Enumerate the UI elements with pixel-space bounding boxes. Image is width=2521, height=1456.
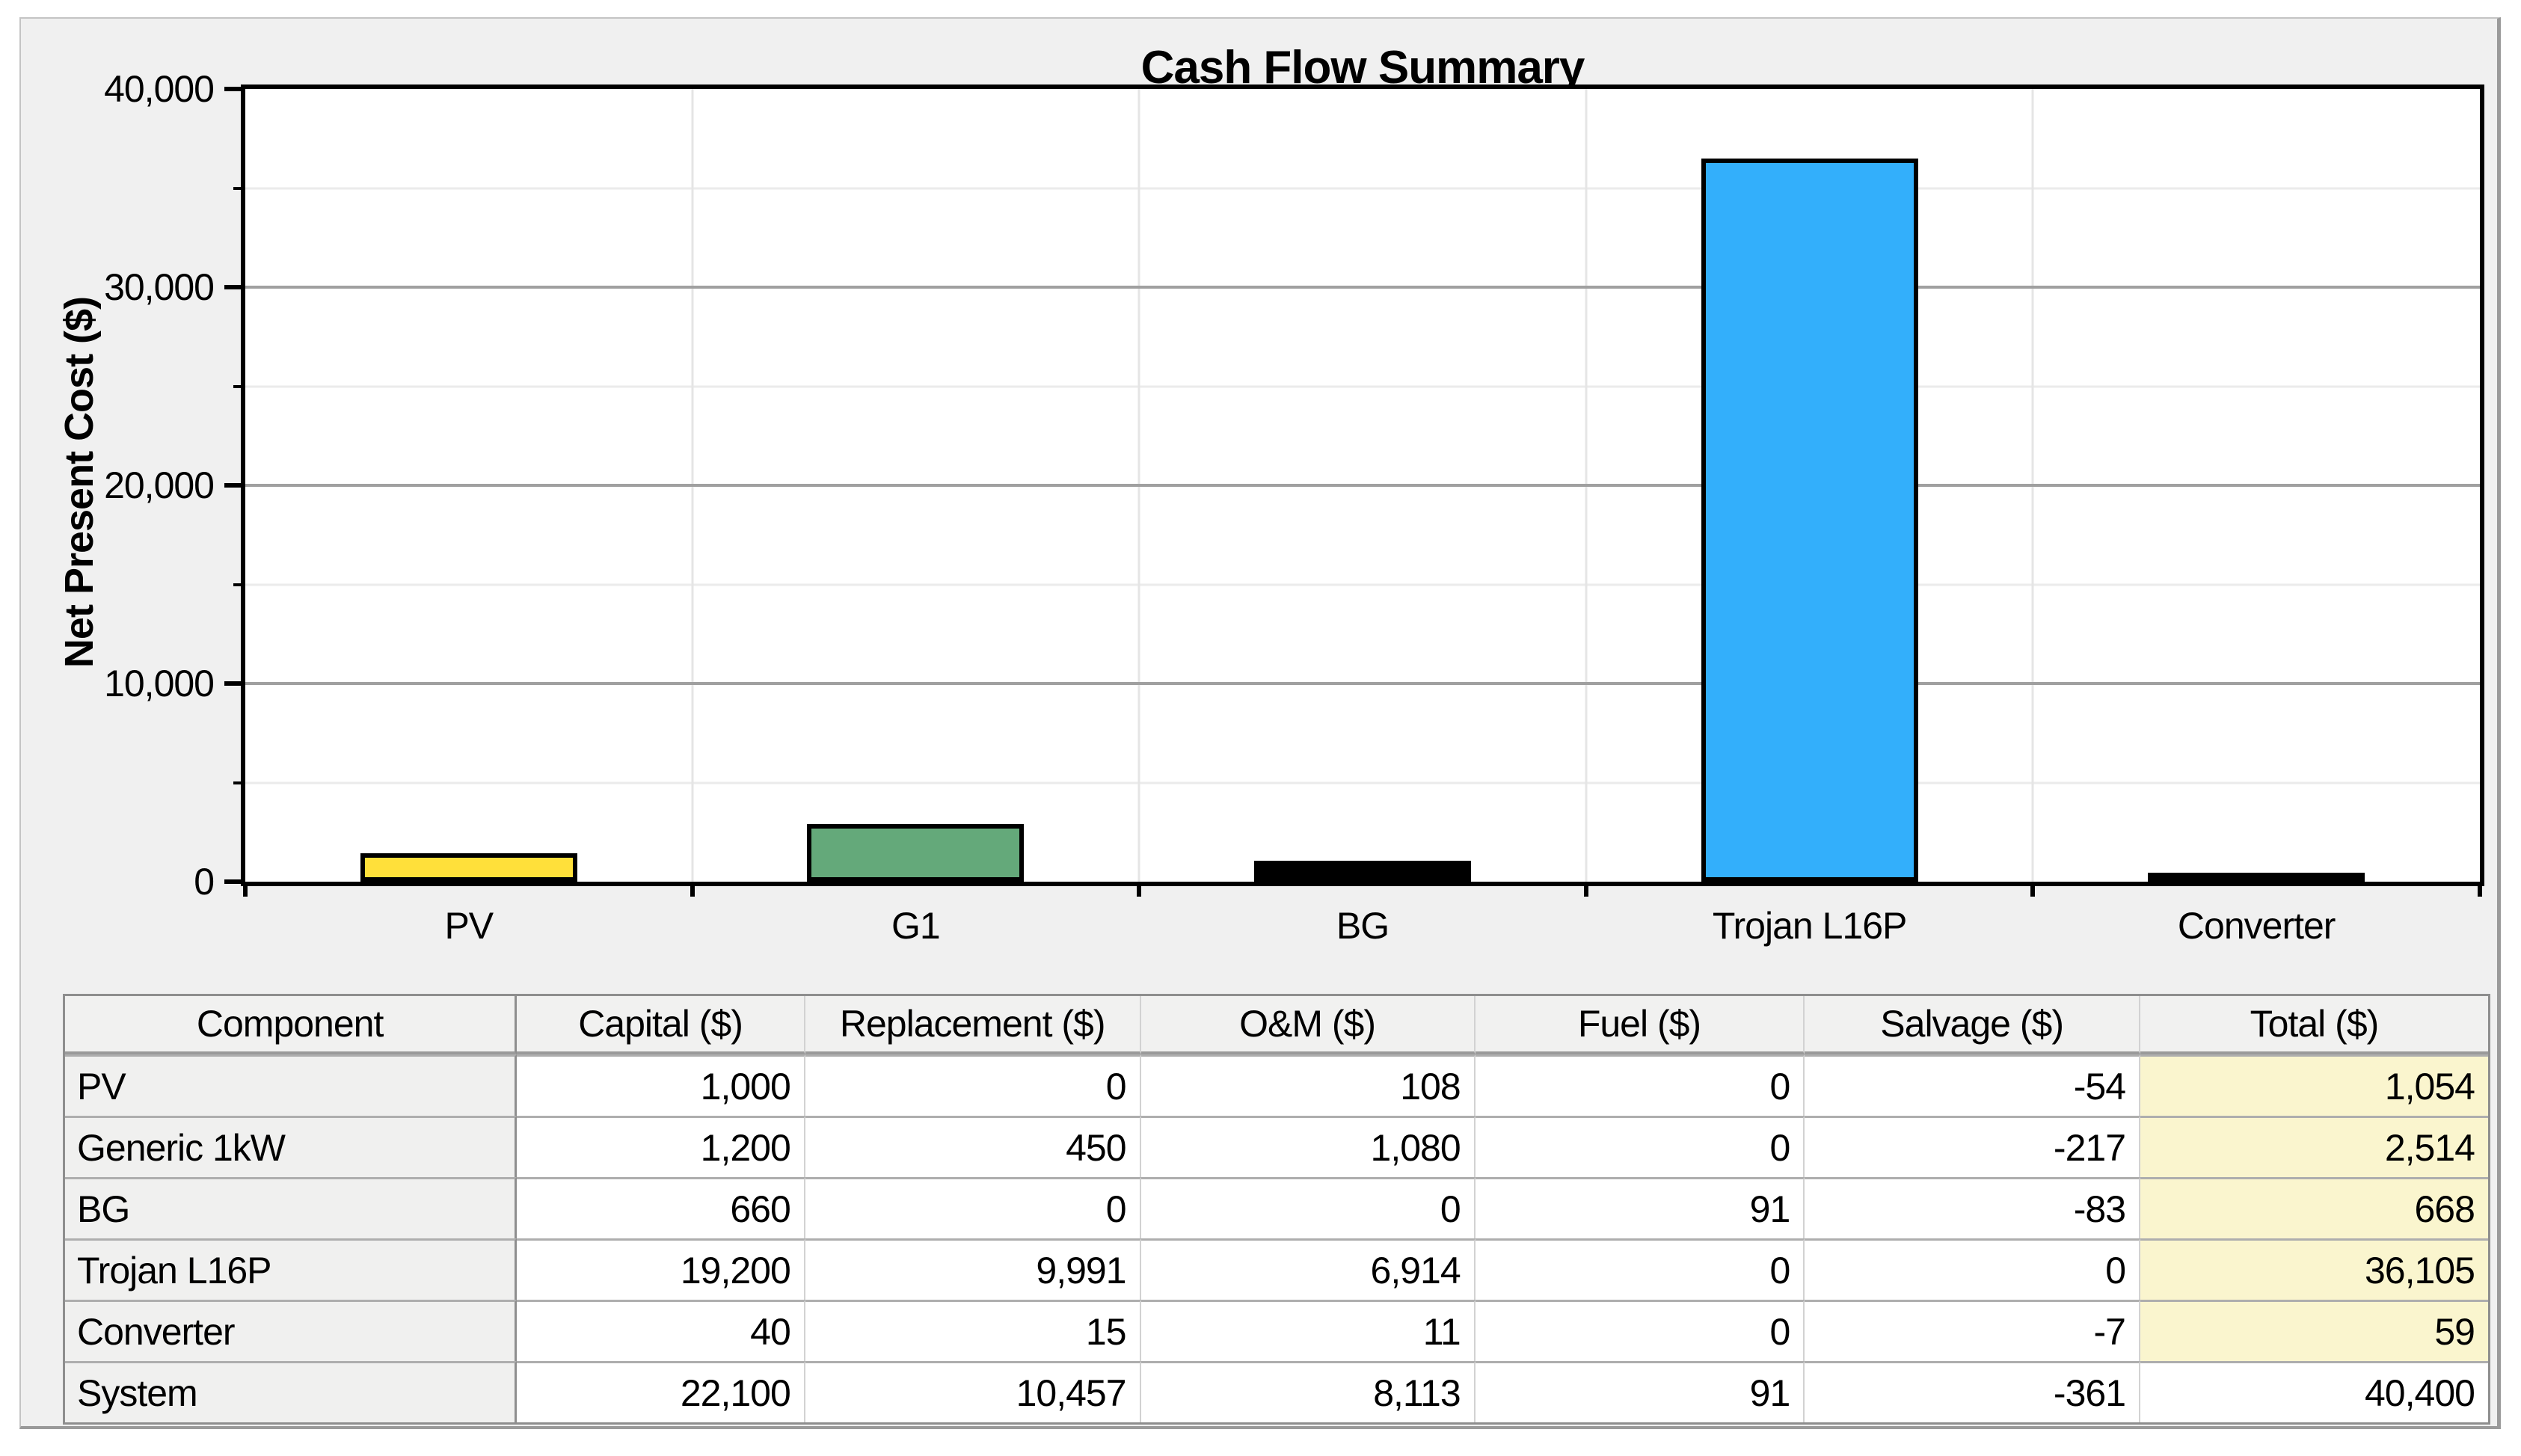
value-cell: 1,054 — [2140, 1054, 2488, 1116]
category-label: G1 — [891, 905, 941, 947]
minor-gridline — [245, 385, 2480, 387]
y-minor-tick — [233, 781, 245, 784]
value-cell: 36,105 — [2140, 1238, 2488, 1300]
major-gridline — [245, 484, 2480, 487]
y-tick-label: 30,000 — [104, 266, 215, 308]
value-cell: 0 — [1475, 1116, 1805, 1177]
value-cell: 40,400 — [2140, 1361, 2488, 1422]
value-cell: 0 — [1140, 1177, 1476, 1238]
component-cell: System — [65, 1361, 518, 1422]
y-tick-label: 40,000 — [104, 68, 215, 110]
x-tick — [243, 882, 248, 897]
value-cell: 11 — [1140, 1300, 1476, 1361]
value-cell: -217 — [1805, 1116, 2140, 1177]
cash-flow-panel: Cash Flow Summary Net Present Cost ($) 4… — [19, 17, 2501, 1429]
bar-bg — [1254, 861, 1471, 882]
value-cell: 6,914 — [1140, 1238, 1476, 1300]
component-cell: BG — [65, 1177, 518, 1238]
value-cell: 0 — [1475, 1054, 1805, 1116]
value-cell: 0 — [1475, 1300, 1805, 1361]
value-cell: 668 — [2140, 1177, 2488, 1238]
y-minor-tick — [233, 186, 245, 190]
value-cell: 1,000 — [517, 1054, 805, 1116]
category-label: Trojan L16P — [1712, 905, 1908, 947]
component-cell: Converter — [65, 1300, 518, 1361]
category-label: BG — [1336, 905, 1390, 947]
major-gridline — [245, 682, 2480, 685]
value-cell: 40 — [517, 1300, 805, 1361]
table-header-capital-: Capital ($) — [517, 996, 805, 1054]
value-cell: 1,080 — [1140, 1116, 1476, 1177]
y-tick — [224, 879, 245, 884]
x-tick — [1137, 882, 1142, 897]
value-cell: -7 — [1805, 1300, 2140, 1361]
x-tick — [690, 882, 695, 897]
value-cell: 59 — [2140, 1300, 2488, 1361]
y-tick — [224, 285, 245, 289]
value-cell: -54 — [1805, 1054, 2140, 1116]
value-cell: 22,100 — [517, 1361, 805, 1422]
component-cell: Trojan L16P — [65, 1238, 518, 1300]
value-cell: 10,457 — [805, 1361, 1141, 1422]
y-tick-label: 10,000 — [104, 663, 215, 704]
y-minor-tick — [233, 583, 245, 586]
minor-gridline — [245, 583, 2480, 586]
category-label: PV — [444, 905, 494, 947]
value-cell: 91 — [1475, 1177, 1805, 1238]
component-cell: Generic 1kW — [65, 1116, 518, 1177]
minor-gridline — [245, 781, 2480, 784]
table-header-replacement-: Replacement ($) — [805, 996, 1141, 1054]
y-minor-tick — [233, 384, 245, 388]
value-cell: 0 — [805, 1054, 1141, 1116]
value-cell: 0 — [805, 1177, 1141, 1238]
y-axis-title: Net Present Cost ($) — [57, 296, 102, 669]
table-header-component: Component — [65, 996, 518, 1054]
bar-converter — [2148, 873, 2365, 882]
x-tick — [2478, 882, 2482, 897]
category-label: Converter — [2177, 905, 2336, 947]
table-header-fuel-: Fuel ($) — [1475, 996, 1805, 1054]
y-tick — [224, 681, 245, 686]
major-gridline — [245, 286, 2480, 289]
table-header-salvage-: Salvage ($) — [1805, 996, 2140, 1054]
x-tick — [2030, 882, 2036, 897]
value-cell: 9,991 — [805, 1238, 1141, 1300]
y-tick-label: 20,000 — [104, 464, 215, 506]
table-header-o-m-: O&M ($) — [1140, 996, 1476, 1054]
value-cell: 91 — [1475, 1361, 1805, 1422]
value-cell: -83 — [1805, 1177, 2140, 1238]
minor-gridline — [245, 187, 2480, 189]
bar-pv — [360, 853, 577, 882]
value-cell: 2,514 — [2140, 1116, 2488, 1177]
value-cell: 15 — [805, 1300, 1141, 1361]
bar-trojan-l16p — [1701, 159, 1918, 882]
bar-chart-plot-area: 40,000 30,000 20,000 10,000 0 PV G1 BG Trojan L1… — [104, 68, 2484, 947]
value-cell: 0 — [1805, 1238, 2140, 1300]
value-cell: -361 — [1805, 1361, 2140, 1422]
y-tick — [224, 87, 245, 91]
component-cell: PV — [65, 1054, 518, 1116]
table-header-total-: Total ($) — [2140, 996, 2488, 1054]
value-cell: 19,200 — [517, 1238, 805, 1300]
cost-summary-table: Component Capital ($) Replacement ($) O&M (… — [63, 994, 2490, 1425]
value-cell: 8,113 — [1140, 1361, 1476, 1422]
value-cell: 0 — [1475, 1238, 1805, 1300]
x-tick — [1583, 882, 1588, 897]
value-cell: 660 — [517, 1177, 805, 1238]
y-tick — [224, 483, 245, 488]
value-cell: 108 — [1140, 1054, 1476, 1116]
value-cell: 1,200 — [517, 1116, 805, 1177]
value-cell: 450 — [805, 1116, 1141, 1177]
y-tick-label: 0 — [194, 861, 215, 903]
bar-g1 — [807, 824, 1025, 882]
